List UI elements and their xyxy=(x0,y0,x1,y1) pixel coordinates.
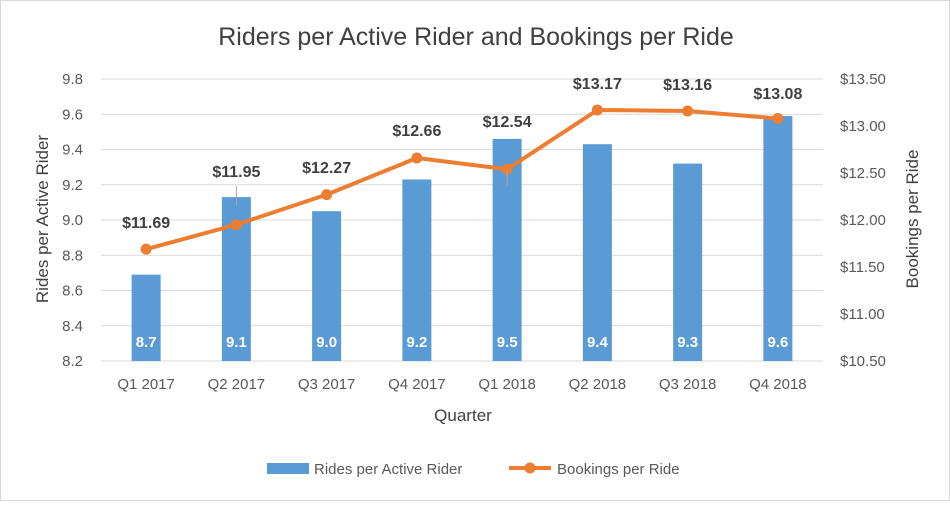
right-axis-ticks: $10.50 $11.00 $11.50 $12.00 $12.50 $13.00 $13.… xyxy=(840,71,886,370)
line-data-labels: $11.69 $11.95 $12.27 $12.66 $12.54 $13.17 $13.… xyxy=(122,76,802,232)
line-series xyxy=(140,104,784,255)
x-tick-label: Q1 2018 xyxy=(478,376,536,393)
y2-tick-label: $11.00 xyxy=(840,306,885,323)
line-point xyxy=(140,243,152,255)
bar-data-label: 9.4 xyxy=(587,334,609,351)
y2-tick-label: $13.50 xyxy=(840,71,886,88)
y-tick-label: 8.6 xyxy=(62,283,83,300)
bar-data-label: 9.2 xyxy=(406,334,427,351)
bar-data-label: 9.3 xyxy=(677,334,698,351)
line-data-label: $12.66 xyxy=(392,123,441,140)
y-tick-label: 9.2 xyxy=(62,177,83,194)
bar xyxy=(131,274,161,361)
y2-tick-label: $10.50 xyxy=(840,353,886,370)
x-axis-ticks: Q1 2017 Q2 2017 Q3 2017 Q4 2017 Q1 2018 Q2 20… xyxy=(117,376,806,393)
bar-data-label: 9.6 xyxy=(767,334,788,351)
bar xyxy=(312,211,342,361)
y-tick-label: 9.0 xyxy=(62,212,83,229)
legend-marker-bookings xyxy=(524,462,536,474)
x-tick-label: Q1 2017 xyxy=(117,376,175,393)
legend-swatch-rides xyxy=(267,463,309,474)
line-data-label: $13.17 xyxy=(573,76,622,93)
legend-label-bookings: Bookings per Ride xyxy=(557,461,680,478)
line-data-label: $13.08 xyxy=(753,86,802,103)
bar xyxy=(402,179,432,361)
line-data-label: $11.95 xyxy=(212,164,260,181)
x-tick-label: Q3 2018 xyxy=(659,376,717,393)
y-tick-label: 9.4 xyxy=(62,142,83,159)
x-tick-label: Q4 2017 xyxy=(388,376,446,393)
chart-title: Riders per Active Rider and Bookings per… xyxy=(218,23,734,51)
bar-data-label: 8.7 xyxy=(136,334,157,351)
line-point xyxy=(230,219,242,231)
x-tick-label: Q3 2017 xyxy=(298,376,356,393)
line-point xyxy=(772,112,784,124)
bar-data-label: 9.5 xyxy=(497,334,518,351)
line-point xyxy=(411,152,423,164)
x-tick-label: Q2 2018 xyxy=(569,376,627,393)
line-point xyxy=(321,189,333,201)
bar xyxy=(673,163,703,361)
bar-series xyxy=(131,116,793,361)
x-tick-label: Q4 2018 xyxy=(749,376,807,393)
bar-data-labels: 8.7 9.1 9.0 9.2 9.5 9.4 9.3 9.6 xyxy=(136,334,789,351)
series-line xyxy=(145,108,779,252)
bar-data-label: 9.0 xyxy=(316,334,337,351)
y-tick-label: 8.4 xyxy=(62,318,83,335)
y2-tick-label: $12.00 xyxy=(840,212,886,229)
y2-tick-label: $13.00 xyxy=(840,118,886,135)
y-tick-label: 9.8 xyxy=(62,71,83,88)
y2-tick-label: $12.50 xyxy=(840,165,886,182)
y-tick-label: 8.8 xyxy=(62,247,83,264)
gridlines xyxy=(101,78,823,362)
y-axis-title: Rides per Active Rider xyxy=(33,135,52,304)
line-data-label: $11.69 xyxy=(122,215,170,232)
left-axis-ticks: 8.2 8.4 8.6 8.8 9.0 9.2 9.4 9.6 9.8 xyxy=(62,71,83,370)
line-point xyxy=(682,105,694,117)
line-data-label: $12.54 xyxy=(483,114,532,131)
legend: Rides per Active Rider Bookings per Ride xyxy=(267,461,680,478)
line-data-label: $12.27 xyxy=(302,160,351,177)
legend-label-rides: Rides per Active Rider xyxy=(314,461,462,478)
x-axis-title: Quarter xyxy=(434,406,492,425)
y2-tick-label: $11.50 xyxy=(840,259,885,276)
x-tick-label: Q2 2017 xyxy=(208,376,266,393)
bar-data-label: 9.1 xyxy=(226,334,247,351)
bar xyxy=(582,144,612,361)
line-point xyxy=(591,104,603,116)
bar xyxy=(763,116,793,361)
y2-axis-title: Bookings per Ride xyxy=(903,150,922,289)
y-tick-label: 9.6 xyxy=(62,106,83,123)
line-data-label: $13.16 xyxy=(663,77,712,94)
y-tick-label: 8.2 xyxy=(62,353,83,370)
